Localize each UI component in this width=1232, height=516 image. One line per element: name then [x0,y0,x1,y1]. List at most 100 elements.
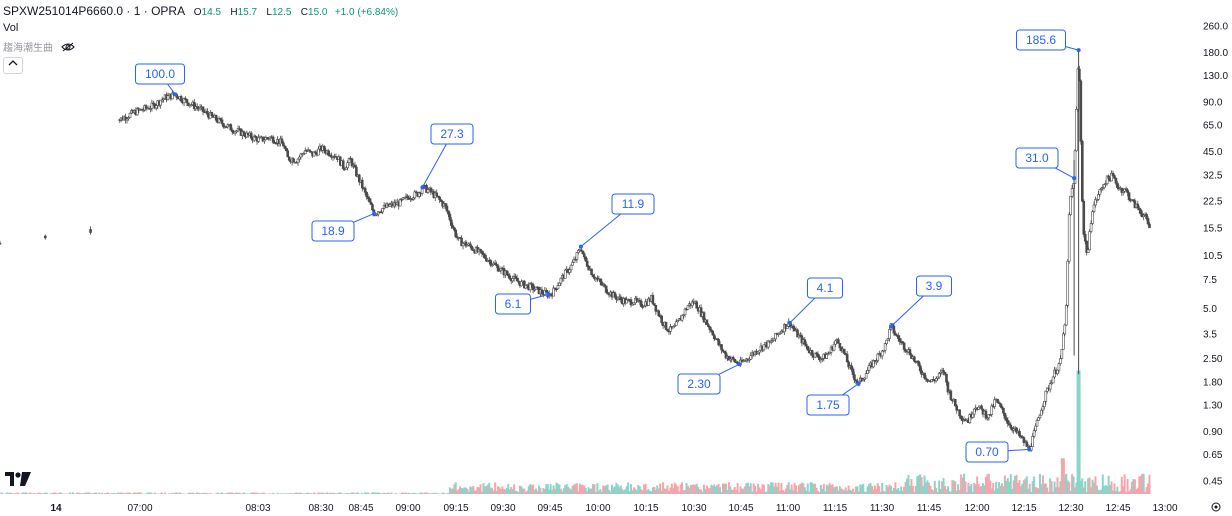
indicator-label[interactable]: 趨海潮生曲 [3,43,53,54]
candle-body [834,340,837,345]
volume-bar [1103,486,1106,494]
volume-bar [717,483,720,494]
candle-body [708,326,712,331]
volume-bar [822,483,825,494]
candle-body [1121,190,1125,193]
price-axis[interactable]: 260.0 180.0 130.0 90.0 65.0 45.0 32.5 22.5 15.5 1… [1203,22,1228,488]
volume-bar [463,487,466,494]
volume-bar [105,492,108,494]
volume-bar [219,493,222,494]
candle-body [166,95,170,101]
volume-bar [719,487,722,494]
annotation-label: 1.75 [816,398,840,412]
volume-bar [1040,484,1043,494]
candle-body [793,328,796,331]
volume-bar [960,474,963,494]
symbol-title[interactable]: SPXW251014P6660.0 · 1 · OPRA [3,4,185,18]
candle-body [152,102,155,105]
candle-body [968,414,972,424]
volume-bar [356,492,359,494]
volume-bar [375,492,378,494]
candle-body [1043,400,1046,407]
eye-icon[interactable] [61,42,75,52]
candle-body [875,360,878,362]
volume-bar [1111,490,1114,494]
volume-bar [1097,489,1100,494]
candle-body [89,229,92,233]
volume-bar [307,492,310,494]
candle-body [853,374,856,381]
volume-bar [355,492,358,494]
volume-bar [537,485,540,494]
candle-body [1050,382,1053,385]
volume-bar [781,489,784,494]
volume-bar [51,493,54,494]
volume-label[interactable]: Vol [3,22,19,34]
volume-bar [624,489,627,494]
volume-bar [700,489,703,494]
candle-body [523,280,526,289]
collapse-button[interactable] [3,57,23,74]
candle-body [1025,441,1029,447]
volume-bar [821,488,824,494]
volume-bar [1018,480,1021,494]
candle-body [312,151,316,157]
annotation-label: 18.9 [321,224,345,238]
volume-bar [840,488,843,494]
candle-body [426,189,430,193]
y-tick-label: 32.5 [1203,170,1223,181]
volume-bar [653,486,656,494]
volume-bar [939,488,942,494]
volume-bar [1101,474,1104,494]
volume-bar [1005,480,1008,494]
x-tick-label: 12:30 [1058,503,1083,514]
candle-body [540,289,544,294]
candle-body [984,410,988,419]
volume-bar [650,491,653,494]
volume-bar [428,493,431,494]
volume-bar [289,493,292,494]
volume-bar [127,492,130,494]
volume-bar [388,493,391,494]
volume-bar [965,492,968,494]
volume-bar [454,482,457,494]
volume-bar [131,493,134,494]
candle-body [582,253,586,258]
volume-bar [223,493,226,494]
volume-bar [865,491,868,494]
volume-bar [481,491,484,494]
candle-body [1009,424,1013,429]
volume-bar [1000,483,1003,494]
volume-bar [1144,491,1147,494]
tradingview-logo[interactable] [5,472,31,491]
candle-body [43,235,47,239]
volume-bar [852,488,855,494]
volume-bar [419,492,422,494]
volume-bar [694,484,697,494]
candle-body [1062,333,1065,350]
candle-body [937,373,941,378]
time-axis[interactable]: 14 07:00 08:03 08:30 08:45 09:00 09:15 09:30 09:… [50,502,1221,514]
volume-bar [932,490,935,494]
candle-body [1035,420,1039,427]
candle-body [766,340,770,348]
volume-bar [938,480,941,494]
volume-bar [188,492,191,494]
volume-bar [9,492,12,494]
candle-body [445,205,449,212]
volume-bar [232,493,235,494]
volume-bar [618,487,621,494]
volume-bar [1014,475,1017,494]
volume-bar [739,486,742,494]
candle-body [771,340,774,342]
candle-body [686,305,690,310]
candle-body [791,325,795,329]
volume-bar [42,493,45,494]
volume-bar [1044,483,1047,494]
volume-bar [1139,475,1142,494]
candle-body [1097,194,1100,200]
volume-bar [54,492,57,494]
candle-body [639,300,643,307]
volume-bar [123,492,126,494]
